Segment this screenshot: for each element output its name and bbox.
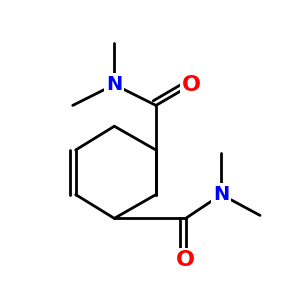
Text: N: N (106, 75, 122, 94)
Text: N: N (213, 185, 230, 204)
Text: O: O (182, 75, 201, 94)
Text: O: O (176, 250, 195, 270)
